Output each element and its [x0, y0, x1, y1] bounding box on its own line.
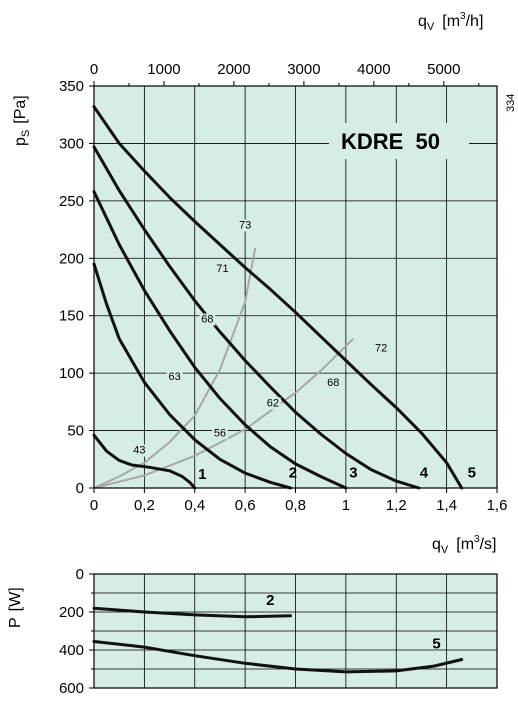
x-axis-label-sub: V — [441, 544, 449, 556]
x-top-tick-label: 1000 — [147, 61, 180, 78]
efficiency-label: 43 — [133, 445, 145, 457]
title-background — [329, 123, 469, 159]
y-tick-label: 0 — [76, 480, 84, 497]
efficiency-label: 73 — [239, 219, 251, 231]
y-axis-label: pS [Pa] — [12, 95, 32, 146]
efficiency-label-bg — [214, 263, 231, 276]
efficiency-label: 71 — [216, 263, 228, 275]
x-tick-label: 1,2 — [386, 497, 407, 514]
main-axis-ticks: 0 0,2 0,4 0,6 0,8 1 1,2 1,4 1,605010015020025030… — [59, 61, 507, 514]
efficiency-label: 56 — [214, 427, 226, 439]
efficiency-label-bg — [166, 371, 183, 384]
power-y-tick-label: 200 — [59, 604, 84, 621]
power-curve-5 — [92, 640, 464, 674]
efficiency-label-bg — [373, 342, 390, 355]
y-tick-label: 200 — [59, 250, 84, 267]
x-top-tick-label: 2000 — [217, 61, 250, 78]
fan-curve-label: 3 — [349, 465, 357, 482]
pressure-chart: 0 0,2 0,4 0,6 0,8 1 1,2 1,4 1,605010015020025030… — [12, 11, 517, 556]
y-axis-label-main: p — [12, 137, 29, 146]
fan-curve-label: 2 — [289, 465, 297, 482]
efficiency-label: 68 — [327, 377, 339, 389]
x-top-tick-label: 4000 — [357, 61, 390, 78]
x-tick-label: 1,4 — [436, 497, 457, 514]
x-top-tick-label: 5000 — [427, 61, 460, 78]
y-axis-label-unit: [Pa] — [12, 95, 29, 123]
power-plot-frame — [93, 573, 498, 689]
fan-curve-3 — [92, 190, 348, 490]
y-axis-label-sub: S — [20, 130, 32, 137]
x-top-axis-label: qV [m3/h] — [418, 11, 483, 33]
x-tick-label: 0,2 — [134, 497, 155, 514]
system-curve — [93, 337, 355, 489]
fan-curve-label: 4 — [420, 465, 429, 482]
x-tick-label: 1 — [342, 497, 350, 514]
efficiency-label: 62 — [267, 397, 279, 409]
fan-curve-2 — [92, 262, 292, 490]
efficiency-label-bg — [199, 313, 216, 326]
efficiency-label-bg — [131, 444, 148, 457]
fan-curve-4 — [92, 145, 421, 490]
y-tick-label: 350 — [59, 78, 84, 95]
x-top-tick-label: 3000 — [287, 61, 320, 78]
power-y-axis-label: P [W] — [7, 587, 24, 628]
x-axis-label-unit-post: /s] — [480, 536, 497, 553]
power-curve-label: 5 — [432, 636, 440, 653]
fan-curves — [92, 105, 464, 490]
y-tick-label: 300 — [59, 135, 84, 152]
y-tick-label: 50 — [67, 423, 84, 440]
power-y-tick-label: 400 — [59, 642, 84, 659]
power-series — [92, 606, 464, 674]
x-top-axis-label-main: q — [418, 13, 427, 30]
x-axis-label: qV [m3/s] — [432, 534, 496, 556]
power-curve-2 — [92, 606, 292, 619]
x-top-axis-label-unit-post: /h] — [466, 13, 484, 30]
y-tick-label: 100 — [59, 365, 84, 382]
efficiency-label-bg — [211, 427, 228, 440]
x-tick-label: 0,8 — [285, 497, 306, 514]
efficiency-label: 63 — [168, 371, 180, 383]
fan-curve-1 — [92, 433, 197, 490]
chart-title: KDRE 50 — [341, 129, 440, 154]
power-y-axis-label-main: P — [7, 617, 24, 628]
x-top-axis-label-sub: V — [427, 21, 435, 33]
x-tick-label: 1,6 — [487, 497, 508, 514]
x-axis-label-unit-pre: [m — [456, 536, 474, 553]
side-note: 334 — [505, 94, 517, 112]
x-top-axis-label-unit-pre: [m — [442, 13, 460, 30]
efficiency-label-bg — [237, 219, 254, 232]
fan-curve-5 — [92, 105, 464, 490]
y-tick-label: 250 — [59, 193, 84, 210]
power-axis-ticks: 0 200 400 600 — [59, 566, 94, 697]
x-axis-label-main: q — [432, 536, 441, 553]
fan-curve-label: 5 — [468, 465, 476, 482]
fan-curve-label: 1 — [198, 466, 206, 483]
efficiency-label-bg — [325, 376, 342, 389]
power-y-tick-label: 0 — [76, 566, 84, 583]
main-labels: 1 2 3 4 5 43 63 68 71 73 56 62 68 72 — [131, 219, 476, 483]
x-top-tick-label: 0 — [90, 61, 98, 78]
x-tick-label: 0 — [90, 497, 98, 514]
efficiency-label: 68 — [201, 314, 213, 326]
x-top-axis-label-unit-sup: 3 — [460, 11, 466, 22]
efficiency-label: 72 — [375, 342, 387, 354]
main-plot-frame — [93, 85, 498, 489]
x-tick-label: 0,6 — [235, 497, 256, 514]
x-axis-label-unit-sup: 3 — [474, 534, 480, 545]
power-curve-label: 2 — [266, 592, 274, 609]
power-y-axis-label-unit: [W] — [7, 587, 24, 611]
x-tick-label: 0,4 — [184, 497, 205, 514]
power-labels: 25 — [266, 592, 441, 653]
efficiency-label-bg — [264, 397, 281, 410]
power-y-tick-label: 600 — [59, 680, 84, 697]
y-tick-label: 150 — [59, 308, 84, 325]
